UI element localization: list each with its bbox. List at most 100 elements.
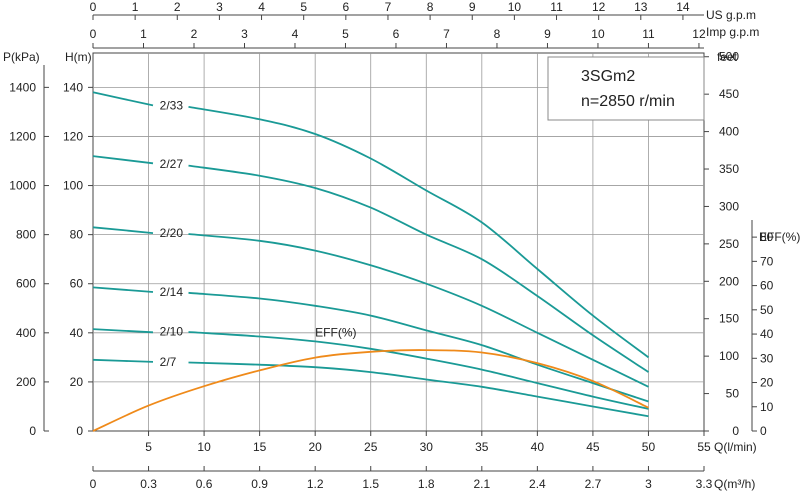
y-tick-label-h: 40 — [70, 326, 84, 340]
x-tick-label-lmin: 35 — [475, 440, 489, 454]
x-tick-label-m3h: 1.5 — [362, 477, 379, 491]
y-tick-label-eff: 10 — [760, 400, 774, 414]
y-tick-label-feet: 50 — [726, 387, 740, 401]
x-tick-label-imp: 10 — [591, 27, 605, 41]
x-tick-label-us: 8 — [427, 0, 434, 14]
curve-2-7 — [92, 358, 154, 363]
x-tick-label-m3h: 3.3 — [696, 477, 713, 491]
x-tick-label-imp: 12 — [692, 27, 706, 41]
x-tick-label-lmin: 45 — [586, 440, 600, 454]
x-tick-label-lmin: 50 — [642, 440, 656, 454]
y-tick-label-feet: 350 — [719, 162, 739, 176]
y-tick-label-feet: 300 — [719, 199, 739, 213]
x-tick-label-imp: 8 — [494, 27, 501, 41]
y-tick-label-eff: 60 — [760, 279, 774, 293]
y-tick-label-feet: 250 — [719, 237, 739, 251]
y-tick-label-p: 1200 — [9, 129, 36, 143]
x-tick-label-m3h: 0.3 — [140, 477, 157, 491]
x-tick-label-lmin: 55 — [697, 440, 711, 454]
curve-2-7-segment — [188, 361, 649, 418]
y-tick-label-h: 120 — [63, 129, 83, 143]
x-tick-label-lmin: 40 — [531, 440, 545, 454]
x-tick-label-us: 10 — [508, 0, 522, 14]
x-tick-label-m3h: 0.9 — [251, 477, 268, 491]
x-tick-label-imp: 1 — [140, 27, 147, 41]
x-tick-label-lmin: 5 — [145, 440, 152, 454]
x-tick-label-imp: 2 — [191, 27, 198, 41]
x-tick-label-m3h: 3 — [645, 477, 652, 491]
y-tick-label-feet: 150 — [719, 312, 739, 326]
x-tick-label-m3h: 2.1 — [473, 477, 490, 491]
x-tick-label-us: 13 — [634, 0, 648, 14]
curve-2-10-segment — [188, 331, 649, 410]
curve-label-2-27: 2/27 — [160, 157, 184, 171]
y-tick-label-p: 1400 — [9, 80, 36, 94]
x-tick-label-lmin: 20 — [309, 440, 323, 454]
x-axis-title-lmin: Q(l/min) — [714, 440, 757, 454]
x-tick-label-lmin: 10 — [197, 440, 211, 454]
x-tick-label-imp: 0 — [90, 27, 97, 41]
curve-label-2-33: 2/33 — [160, 98, 184, 112]
x-tick-label-us: 1 — [132, 0, 139, 14]
x-tick-label-m3h: 1.2 — [307, 477, 324, 491]
y-tick-label-eff: 30 — [760, 351, 774, 365]
model-speed: n=2850 r/min — [581, 93, 675, 110]
x-tick-label-us: 5 — [300, 0, 307, 14]
x-tick-label-us: 6 — [342, 0, 349, 14]
y-tick-label-eff: 50 — [760, 303, 774, 317]
y-tick-label-feet: 0 — [732, 424, 739, 438]
x-tick-label-imp: 9 — [544, 27, 551, 41]
x-tick-label-lmin: 25 — [364, 440, 378, 454]
model-info-frame — [547, 56, 705, 121]
y-tick-label-feet: 200 — [719, 274, 739, 288]
y-tick-label-p: 400 — [16, 326, 36, 340]
y-axis-title-p: P(kPa) — [3, 50, 40, 64]
y-tick-label-p: 0 — [29, 424, 36, 438]
x-axis-title-imp: Imp g.p.m — [706, 25, 759, 39]
y-tick-label-feet: 500 — [719, 50, 739, 64]
y-tick-label-p: 800 — [16, 228, 36, 242]
x-axis-title-m3h: Q(m³/h) — [714, 477, 755, 491]
curve-label-2-20: 2/20 — [160, 226, 184, 240]
x-tick-label-us: 14 — [676, 0, 690, 14]
y-tick-label-eff: 40 — [760, 327, 774, 341]
curve-2-14 — [92, 286, 154, 293]
curve-eff — [92, 349, 649, 432]
curve-label-2-14: 2/14 — [160, 285, 184, 299]
x-tick-label-m3h: 2.7 — [585, 477, 602, 491]
x-tick-label-imp: 4 — [292, 27, 299, 41]
y-tick-label-eff: 0 — [760, 424, 767, 438]
curve-label-eff: EFF(%) — [315, 326, 356, 340]
curve-2-27 — [92, 155, 154, 165]
x-tick-label-imp: 3 — [241, 27, 248, 41]
y-tick-label-eff: 70 — [760, 254, 774, 268]
y-tick-label-feet: 450 — [719, 87, 739, 101]
y-tick-label-h: 100 — [63, 179, 83, 193]
y-tick-label-p: 200 — [16, 375, 36, 389]
x-tick-label-imp: 7 — [443, 27, 450, 41]
x-tick-label-us: 0 — [90, 0, 97, 14]
y-tick-label-h: 80 — [70, 228, 84, 242]
y-tick-label-eff: 80 — [760, 230, 774, 244]
y-tick-label-h: 60 — [70, 277, 84, 291]
y-axis-title-h: H(m) — [65, 50, 92, 64]
curve-2-14-segment — [188, 291, 649, 403]
x-tick-label-m3h: 2.4 — [529, 477, 546, 491]
y-tick-label-feet: 100 — [719, 349, 739, 363]
x-tick-label-lmin: 30 — [420, 440, 434, 454]
curve-2-33 — [92, 91, 154, 107]
curves: 2/33 2/27 2/20 2/14 2/10 2/7 EFF(%) — [92, 91, 650, 432]
x-tick-label-us: 4 — [258, 0, 265, 14]
x-tick-label-imp: 5 — [342, 27, 349, 41]
model-info-box: 3SGm2 n=2850 r/min — [547, 56, 705, 121]
x-axis-title-us: US g.p.m — [706, 8, 756, 22]
curve-label-2-7: 2/7 — [160, 355, 177, 369]
y-tick-label-h: 0 — [76, 424, 83, 438]
y-tick-label-p: 1000 — [9, 179, 36, 193]
x-tick-label-us: 3 — [216, 0, 223, 14]
curve-label-2-10: 2/10 — [160, 325, 184, 339]
y-tick-label-eff: 20 — [760, 376, 774, 390]
x-tick-label-lmin: 15 — [253, 440, 267, 454]
x-tick-label-us: 7 — [385, 0, 392, 14]
x-tick-label-us: 2 — [174, 0, 181, 14]
